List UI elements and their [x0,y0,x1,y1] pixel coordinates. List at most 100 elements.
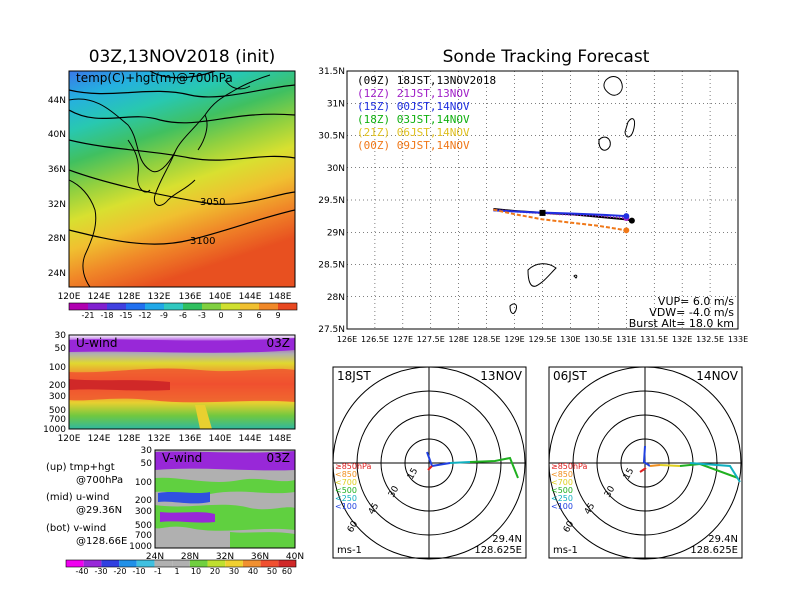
lat-label: 30.5N [318,132,345,142]
ring-label: 15 [622,467,636,482]
height-contours [69,71,295,245]
colorbar-label: 60 [282,567,292,576]
track-marker [539,209,546,216]
wind-colorbar: -40 -30 -20 -10 -1 1 10 20 30 40 50 60 [65,559,297,576]
lat-label: 29.5N [318,196,345,206]
lat-label: 28N [327,293,345,303]
panel-notes: (up) tmp+hgt @700hPa (mid) u-wind @29.36… [46,462,127,547]
hodograph-level-legend: ≥850hPa <850 <700 <500 <250 <100 [335,462,372,511]
lon-label: 144E [239,292,262,302]
note-line: @700hPa [76,475,123,486]
colorbar-swatch [164,303,183,310]
tracking-grid [347,71,738,329]
lat-label: 44N [48,96,66,106]
map-lon-labels: 120E 124E 128E 132E 136E 140E 144E 148E [58,292,292,302]
uwind-lon-labels: 120E 124E 128E 132E 136E 140E 144E 148E [58,434,292,444]
vwind-lat-labels: 24N 28N 32N 36N 40N [146,552,304,562]
hodograph-trace [469,456,519,479]
uwind-time: 03Z [267,336,291,350]
colorbar-label: -40 [75,567,88,576]
map-title: 03Z,13NOV2018 (init) [89,47,276,67]
lat-label: 40N [48,130,66,140]
pressure-label: 30 [141,446,153,456]
temperature-colorbar: -21 -18 -15 -12 -9 -6 -3 0 3 6 9 [68,302,298,320]
lon-label: 128E [449,335,469,344]
hodograph-trace [659,464,681,467]
colorbar-swatch [101,560,120,567]
lon-label: 148E [269,434,292,444]
hodograph-left: 18JST 13NOV 29.4N 128.625E ms-1 ≥850hPa … [332,366,527,560]
colorbar-swatch [221,303,240,310]
vdw-text: VDW= -4.0 m/s [649,306,734,319]
contour-label-3050: 3050 [200,197,225,208]
colorbar-label: 50 [267,567,277,576]
lon-label: 132E [148,292,171,302]
pressure-label: 200 [135,496,152,506]
colorbar-label: -18 [100,311,113,320]
pressure-label: 50 [55,344,67,354]
track-line [493,208,627,232]
colorbar-swatch [69,303,88,310]
track-endpoint [623,213,630,220]
hodograph-trace [689,462,741,483]
map-frame [68,70,296,288]
tracking-chart: 27.5N 28N 28.5N 29N 29.5N 30N 30.5N 31N 31.5N 1… [318,67,748,344]
level-label: <100 [335,502,357,511]
hodograph-trace [427,465,433,471]
colorbar-swatch [225,560,243,567]
colorbar-swatch [207,560,226,567]
pressure-label: 100 [135,478,152,488]
map-subtitle: temp(C)+hgt(m)@700hPa [76,71,233,85]
legend-entry: (21Z) 06JST,14NOV [357,126,470,139]
lon-label: 144E [239,434,262,444]
pressure-label: 1000 [129,542,152,552]
level-label: ≥850hPa [335,462,372,471]
pressure-label: 50 [141,459,153,469]
pressure-label: 500 [135,521,152,531]
vwind-frame [154,449,296,549]
colorbar-swatch [260,560,279,567]
hodograph-time: 18JST [337,369,371,383]
level-label: <250 [551,494,573,503]
lon-label: 140E [209,292,232,302]
note-line: (up) tmp+hgt [46,462,115,473]
islands [509,76,635,314]
lon-label: 128.5E [473,335,501,344]
colorbar-swatch [119,560,137,567]
pressure-label: 1000 [43,425,66,435]
lon-label: 126E [337,335,357,344]
colorbar-label: -12 [138,311,151,320]
colorbar-label: 20 [210,567,220,576]
colorbar-swatch [107,303,126,310]
hodograph-right: 06JST 14NOV 29.4N 128.625E ms-1 ≥850hPa … [548,366,743,560]
colorbar-label: -10 [132,567,145,576]
sonde-parameters: VUP= 6.0 m/s VDW= -4.0 m/s Burst Alt= 18… [629,295,735,330]
pressure-label: 200 [49,381,66,391]
level-label: <700 [335,478,357,487]
lon-label: 136E [179,292,202,302]
legend-entry: (00Z) 09JST,14NOV [357,139,470,152]
lon-label: 128E [118,292,141,302]
colorbar-label: 40 [248,567,258,576]
lat-label: 28N [48,234,66,244]
colorbar-swatch [189,560,208,567]
colorbar-swatch [183,303,202,310]
pressure-label: 500 [49,406,66,416]
lon-label: 148E [269,292,292,302]
hodograph-time: 06JST [553,369,587,383]
lon-label: 133E [728,335,748,344]
hodograph-lon: 128.625E [474,545,522,556]
hodograph-unit: ms-1 [337,545,362,556]
colorbar-label: -15 [119,311,132,320]
lat-label: 24N [146,552,164,562]
level-label: <500 [551,486,573,495]
lon-label: 124E [88,434,111,444]
lat-label: 27.5N [318,325,345,335]
pressure-label: 700 [135,531,152,541]
hodograph-lon: 128.625E [690,545,738,556]
legend-entry: (15Z) 00JST,14NOV [357,100,470,113]
temperature-map: 3050 3100 temp(C)+hgt(m)@700hPa 44N 40N … [48,70,298,320]
colorbar-swatch [154,560,173,567]
colorbar-label: 3 [237,311,242,320]
lat-label: 31N [327,99,345,109]
